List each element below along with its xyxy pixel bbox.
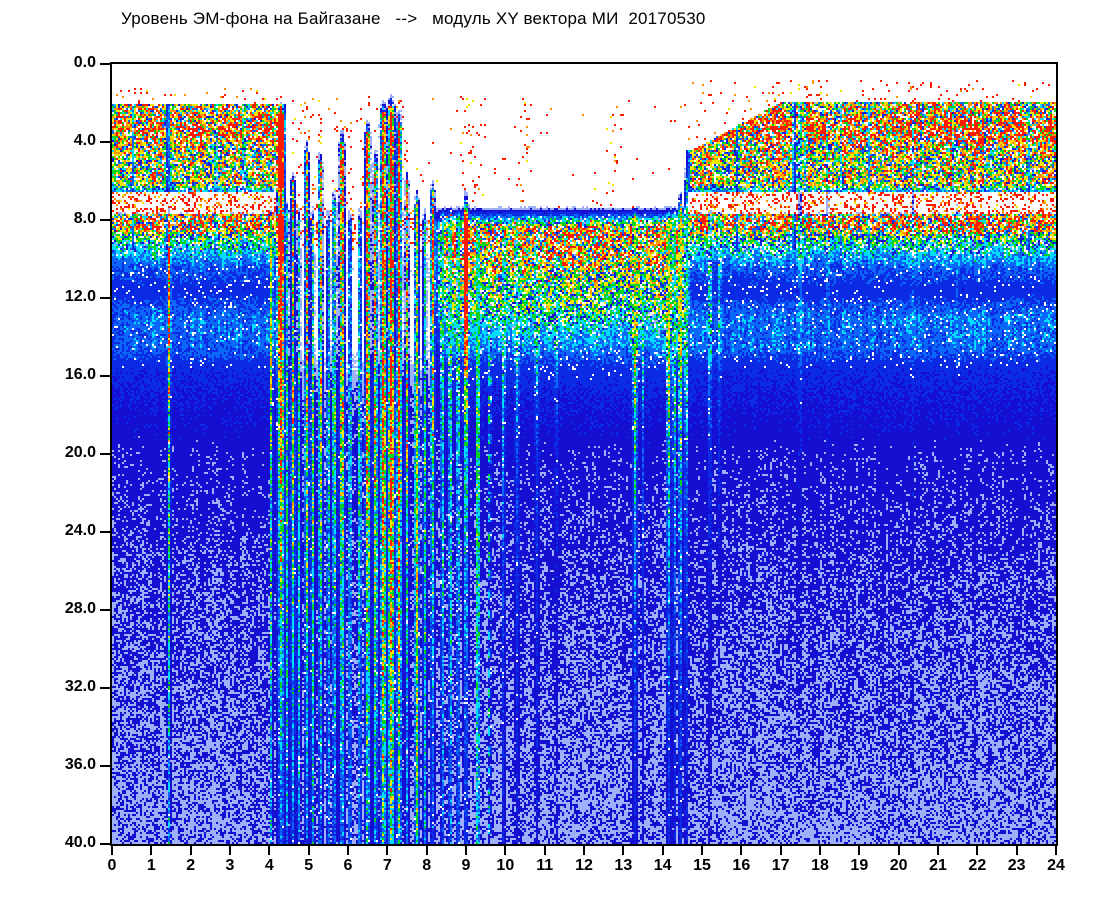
x-axis-tick [1015,846,1018,855]
x-axis-tick [740,846,743,855]
chart-title: Уровень ЭМ-фона на Байгазане --> модуль … [121,9,706,28]
x-axis-tick [937,846,939,855]
y-tick-label: 8.0 [73,210,96,227]
y-axis-tick [100,141,110,143]
x-axis-tick [425,846,428,855]
x-tick-label: 9 [461,857,471,874]
y-tick-label: 16.0 [64,366,96,383]
x-tick-label: 3 [225,857,235,874]
x-axis-tick [543,846,546,855]
x-tick-label: 2 [186,857,196,874]
x-axis-tick [858,846,861,855]
x-axis-tick [819,846,821,855]
x-axis-tick [1055,846,1057,855]
x-axis-tick [465,846,467,855]
x-tick-label: 10 [496,857,515,874]
x-tick-label: 19 [850,857,869,874]
x-axis-tick [268,846,271,855]
y-tick-label: 36.0 [64,756,96,773]
y-tick-label: 20.0 [64,444,96,461]
x-tick-label: 16 [732,857,751,874]
x-axis-tick [229,846,231,855]
y-axis-tick [100,609,110,611]
plot-area [100,62,1058,855]
x-tick-label: 1 [146,857,156,874]
x-tick-label: 24 [1047,857,1065,874]
x-axis-tick [307,846,310,855]
y-axis-tick [100,531,110,533]
y-axis-tick [100,297,110,299]
x-tick-label: 23 [1007,857,1026,874]
x-axis-tick [622,846,625,855]
y-axis-tick [100,375,110,377]
spectrogram-canvas [112,64,1056,844]
x-axis-tick [583,846,585,855]
y-axis-tick [100,843,110,845]
x-axis-tick [504,846,507,855]
y-tick-label: 4.0 [73,132,96,149]
x-axis-tick [976,846,979,855]
x-tick-label: 22 [968,857,987,874]
x-tick-label: 6 [343,857,353,874]
y-tick-label: 28.0 [64,600,96,617]
x-tick-label: 21 [929,857,947,874]
x-tick-label: 18 [811,857,829,874]
y-axis-tick [100,63,110,65]
x-tick-label: 5 [304,857,314,874]
y-tick-label: 40.0 [64,834,96,851]
x-tick-label: 12 [575,857,593,874]
x-axis-tick [150,846,153,855]
x-tick-label: 14 [653,857,672,874]
y-tick-label: 32.0 [64,678,96,695]
x-tick-label: 11 [536,857,554,874]
x-tick-label: 13 [614,857,633,874]
y-axis-tick [100,219,110,221]
x-axis-tick [386,846,389,855]
y-tick-label: 12.0 [64,288,96,305]
x-tick-label: 8 [422,857,432,874]
x-tick-label: 7 [382,857,392,874]
x-axis-tick [701,846,703,855]
y-axis-tick [100,765,110,767]
y-axis-tick [100,687,110,689]
x-axis-tick [779,846,782,855]
y-tick-label: 24.0 [64,522,96,539]
x-tick-label: 15 [693,857,711,874]
x-axis-tick [661,846,664,855]
x-tick-label: 0 [107,857,117,874]
y-axis-tick [100,453,110,455]
x-axis-tick [111,846,113,855]
x-axis-tick [897,846,900,855]
x-axis-tick [189,846,192,855]
x-tick-label: 20 [889,857,908,874]
x-tick-label: 17 [771,857,790,874]
y-tick-label: 0.0 [73,54,96,71]
x-axis-tick [347,846,349,855]
x-tick-label: 4 [264,857,274,874]
